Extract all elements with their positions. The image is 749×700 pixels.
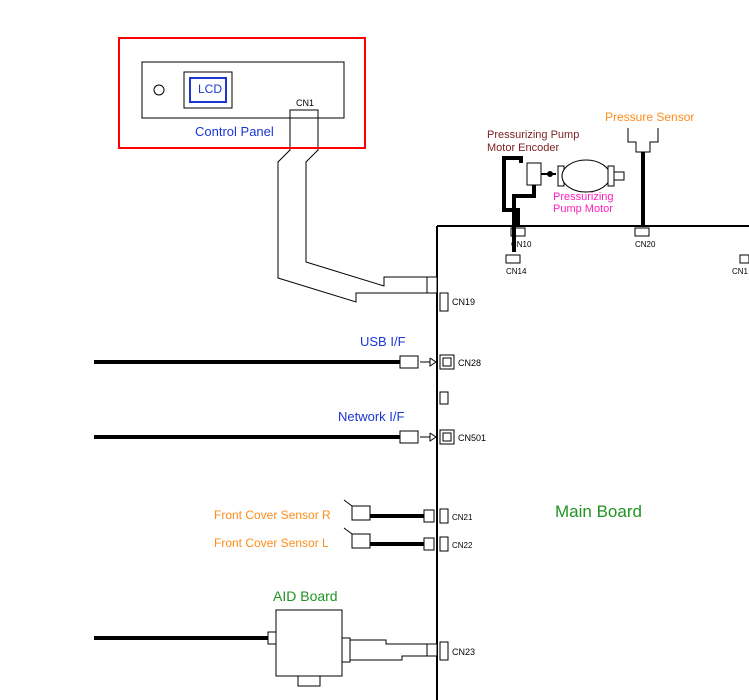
encoder-label-1: Pressurizing Pump [487, 129, 579, 141]
svg-text:CN19: CN19 [452, 297, 475, 307]
cn1-label: CN1 [296, 98, 314, 108]
pump-motor-label-2: Pump Motor [553, 203, 613, 215]
svg-text:CN501: CN501 [458, 433, 486, 443]
svg-text:CN22: CN22 [452, 541, 473, 550]
pressure-sensor-label: Pressure Sensor [605, 110, 694, 124]
svg-text:CN28: CN28 [458, 358, 481, 368]
lcd-label: LCD [198, 82, 222, 96]
aid-board-label: AID Board [273, 588, 338, 604]
network-label: Network I/F [338, 409, 404, 424]
pump-motor-label-1: Pressurizing [553, 191, 614, 203]
main-board-label: Main Board [555, 502, 642, 522]
usb-label: USB I/F [360, 334, 406, 349]
svg-text:CN23: CN23 [452, 647, 475, 657]
front-cover-l-label: Front Cover Sensor L [214, 536, 329, 550]
svg-text:CN1: CN1 [732, 267, 749, 276]
front-cover-r-label: Front Cover Sensor R [214, 508, 331, 522]
control-panel-label: Control Panel [195, 124, 274, 139]
encoder-label-2: Motor Encoder [487, 142, 559, 154]
svg-text:CN20: CN20 [635, 240, 656, 249]
svg-text:CN21: CN21 [452, 513, 473, 522]
svg-text:CN14: CN14 [506, 267, 527, 276]
